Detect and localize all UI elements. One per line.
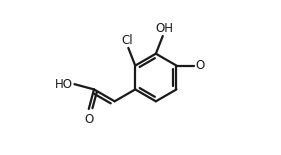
Text: O: O [84,113,93,126]
Text: O: O [195,59,204,72]
Text: OH: OH [155,22,173,35]
Text: HO: HO [55,78,73,91]
Text: Cl: Cl [122,34,133,47]
